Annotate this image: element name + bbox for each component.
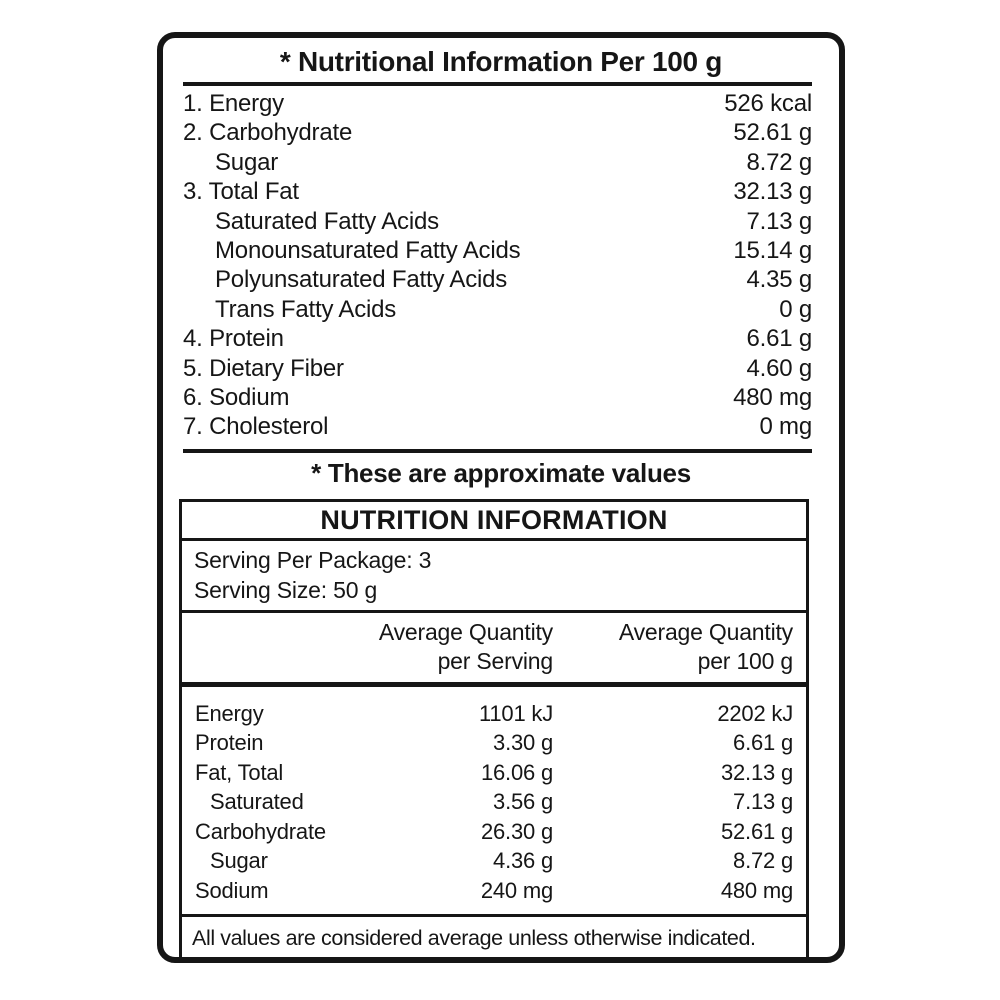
per-100g-list: 1. Energy 526 kcal 2. Carbohydrate 52.61… [163, 86, 839, 442]
column-header-row: Average Quantity per Serving Average Qua… [182, 613, 806, 687]
divider [183, 448, 812, 453]
column-header-per-serving: Average Quantity per Serving [378, 618, 553, 674]
nutrient-value: 4.35 g [746, 266, 812, 294]
nutrient-row: 3. Total Fat 32.13 g [183, 177, 812, 206]
per-serving-value: 1101 kJ [478, 700, 553, 726]
row-label: Sodium [195, 877, 269, 903]
per-serving-value: 4.36 g [493, 848, 553, 874]
per-100g-value: 480 mg [720, 877, 793, 903]
nutrient-row: Sugar 8.72 g [183, 148, 812, 177]
per-serving-value: 3.30 g [493, 730, 553, 756]
nutrient-row: 6. Sodium 480 mg [183, 383, 812, 412]
approx-values-note: * These are approximate values [311, 457, 691, 488]
per-100g-value: 32.13 g [720, 759, 793, 785]
row-label: Energy [195, 700, 264, 726]
serving-per-package: Serving Per Package: 3 [194, 546, 432, 573]
per-100g-value: 6.61 g [733, 730, 793, 756]
per-serving-value: 3.56 g [493, 789, 553, 815]
nutrient-row: 4. Protein 6.61 g [183, 324, 812, 353]
nutrient-row: Monounsaturated Fatty Acids 15.14 g [183, 236, 812, 265]
nutrient-row: Saturated Fatty Acids 7.13 g [183, 207, 812, 236]
per-serving-value: 16.06 g [480, 759, 553, 785]
nutrient-row: 2. Carbohydrate 52.61 g [183, 118, 812, 147]
row-label: Sugar [210, 848, 268, 874]
nutrient-label: Trans Fatty Acids [215, 295, 397, 323]
nutrient-label: 5. Dietary Fiber [183, 354, 344, 382]
nutrient-value: 8.72 g [746, 148, 812, 176]
nutrient-value: 4.60 g [746, 354, 812, 382]
row-label: Saturated [210, 789, 304, 815]
nutrient-row: 1. Energy 526 kcal [183, 89, 812, 118]
per-100g-value: 52.61 g [720, 818, 793, 844]
row-label: Carbohydrate [195, 818, 326, 844]
nutrient-value: 480 mg [733, 384, 812, 412]
nutrient-label: 2. Carbohydrate [183, 119, 353, 147]
nutrition-information-panel: NUTRITION INFORMATION Serving Per Packag… [179, 498, 809, 957]
nutrition-table-body: Energy 1101 kJ 2202 kJ Protein 3.30 g 6.… [182, 687, 806, 915]
nutrient-label: 1. Energy [183, 90, 284, 117]
nutrient-row: Trans Fatty Acids 0 g [183, 295, 812, 324]
nutrient-label: Monounsaturated Fatty Acids [215, 237, 521, 265]
per-serving-value: 240 mg [480, 877, 553, 903]
nutrient-label: 4. Protein [183, 325, 284, 353]
divider [183, 82, 812, 86]
row-label: Fat, Total [195, 759, 284, 785]
serving-section: Serving Per Package: 3 Serving Size: 50 … [182, 541, 806, 613]
nutrient-value: 15.14 g [733, 237, 812, 265]
nutrient-value: 6.61 g [746, 325, 812, 353]
nutrient-value: 7.13 g [746, 207, 812, 235]
nutrient-row: 7. Cholesterol 0 mg [183, 412, 812, 441]
nutrient-label: 7. Cholesterol [183, 413, 329, 441]
serving-size: Serving Size: 50 g [194, 576, 378, 603]
nutrient-row: Polyunsaturated Fatty Acids 4.35 g [183, 265, 812, 294]
nutrient-value: 52.61 g [733, 119, 812, 147]
nutrient-label: 3. Total Fat [183, 178, 299, 206]
per-100g-value: 2202 kJ [717, 700, 793, 726]
per-100g-value: 7.13 g [733, 789, 793, 815]
nutrient-value: 0 mg [759, 413, 812, 441]
per-serving-value: 26.30 g [480, 818, 553, 844]
nutrient-label: Saturated Fatty Acids [215, 207, 439, 235]
per-100g-title: * Nutritional Information Per 100 g [279, 46, 723, 77]
nutrient-row: 5. Dietary Fiber 4.60 g [183, 354, 812, 383]
nutrient-label: 6. Sodium [183, 384, 290, 412]
per-100g-value: 8.72 g [733, 848, 793, 874]
nutrient-value: 32.13 g [733, 178, 812, 206]
nutrient-value: 0 g [779, 295, 812, 323]
column-header-per-100g: Average Quantity per 100 g [618, 618, 793, 674]
nutrient-label: Sugar [215, 148, 279, 176]
nutrition-label: * Nutritional Information Per 100 g 1. E… [157, 32, 845, 963]
average-values-note: All values are considered average unless… [182, 914, 806, 957]
empty-header-cell [195, 618, 331, 676]
nutrient-value: 526 kcal [724, 90, 812, 117]
row-label: Protein [195, 730, 264, 756]
nutrition-information-title: NUTRITION INFORMATION [182, 502, 806, 541]
nutrient-label: Polyunsaturated Fatty Acids [215, 266, 508, 294]
